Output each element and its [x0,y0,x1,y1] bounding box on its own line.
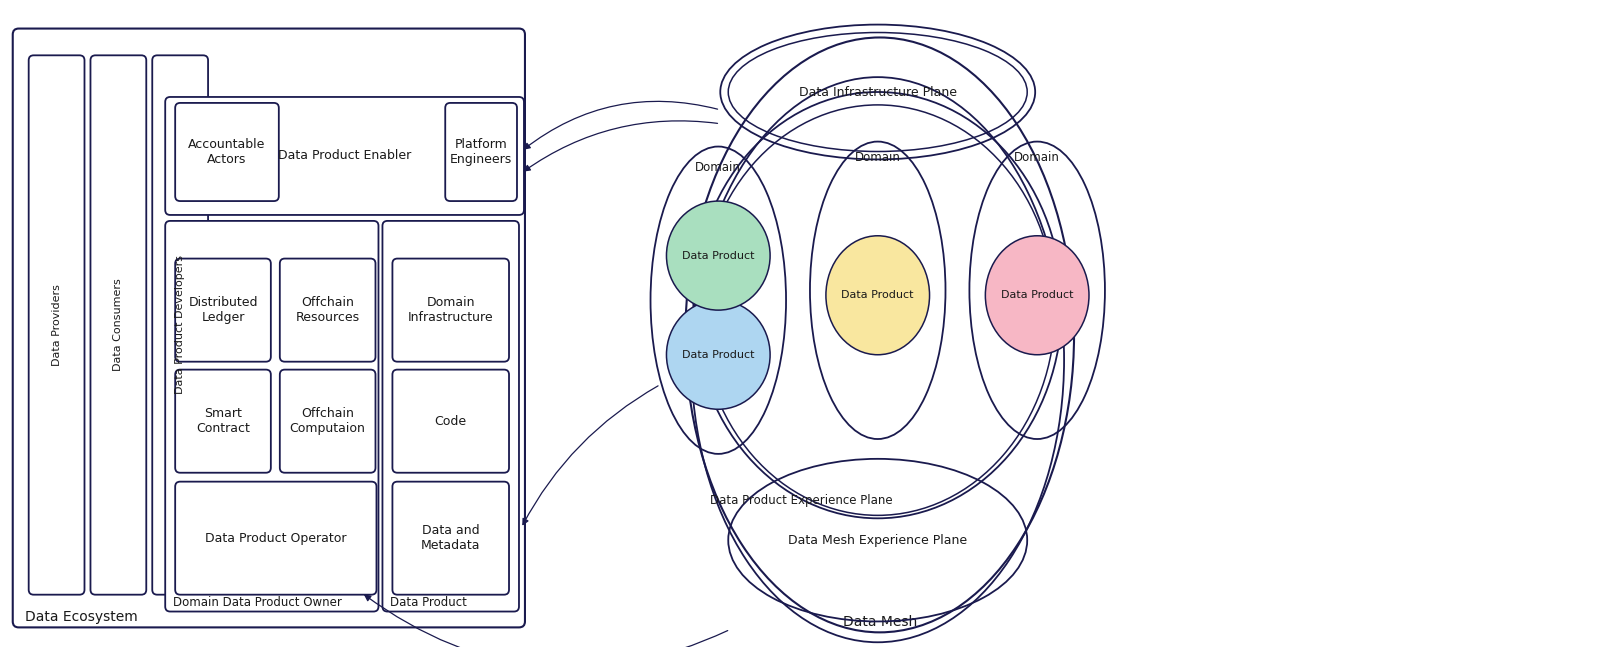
FancyArrowPatch shape [523,386,658,525]
Text: Data Product Developers: Data Product Developers [174,255,186,395]
Text: Accountable
Actors: Accountable Actors [189,138,266,166]
Text: Offchain
Resources: Offchain Resources [296,296,360,324]
FancyBboxPatch shape [174,103,278,201]
FancyBboxPatch shape [13,29,525,627]
FancyBboxPatch shape [165,221,379,612]
FancyBboxPatch shape [280,370,376,473]
Text: Data Ecosystem: Data Ecosystem [24,610,138,623]
Text: Domain
Infrastructure: Domain Infrastructure [408,296,493,324]
Text: Data Product: Data Product [682,350,755,359]
Text: Domain Data Product Owner: Domain Data Product Owner [173,595,342,608]
FancyBboxPatch shape [91,55,146,595]
FancyArrowPatch shape [365,595,728,650]
FancyBboxPatch shape [174,370,270,473]
FancyBboxPatch shape [174,482,376,595]
Text: Data Consumers: Data Consumers [114,279,123,371]
Text: Code: Code [435,415,467,428]
Text: Data Product: Data Product [1002,291,1074,300]
Text: Platform
Engineers: Platform Engineers [450,138,512,166]
FancyBboxPatch shape [165,97,523,215]
Text: Data Infrastructure Plane: Data Infrastructure Plane [798,86,957,99]
Text: Data Product Experience Plane: Data Product Experience Plane [710,493,893,506]
Text: Data Product: Data Product [682,251,755,261]
Text: Data Product Operator: Data Product Operator [205,532,347,545]
FancyBboxPatch shape [392,370,509,473]
FancyBboxPatch shape [392,482,509,595]
FancyArrowPatch shape [525,101,717,149]
FancyBboxPatch shape [280,259,376,361]
FancyBboxPatch shape [29,55,85,595]
Ellipse shape [667,300,770,410]
Text: Data Product Enabler: Data Product Enabler [278,150,411,162]
Text: Data Mesh Experience Plane: Data Mesh Experience Plane [789,534,968,547]
Text: Data Product: Data Product [390,595,467,608]
Text: Data and
Metadata: Data and Metadata [421,524,480,552]
Text: Domain: Domain [696,161,741,174]
Ellipse shape [667,201,770,310]
FancyBboxPatch shape [152,55,208,595]
FancyBboxPatch shape [445,103,517,201]
FancyBboxPatch shape [392,259,509,361]
Text: Data Product: Data Product [842,291,914,300]
Text: Offchain
Computaion: Offchain Computaion [290,407,365,435]
FancyBboxPatch shape [382,221,518,612]
Text: Data Providers: Data Providers [51,284,61,366]
FancyArrowPatch shape [525,121,717,171]
Text: Distributed
Ledger: Distributed Ledger [189,296,258,324]
FancyBboxPatch shape [174,259,270,361]
Ellipse shape [986,236,1090,355]
Text: Domain: Domain [1014,151,1061,164]
Text: Data Mesh: Data Mesh [843,614,917,629]
Ellipse shape [826,236,930,355]
Text: Smart
Contract: Smart Contract [197,407,250,435]
Text: Domain: Domain [854,151,901,164]
